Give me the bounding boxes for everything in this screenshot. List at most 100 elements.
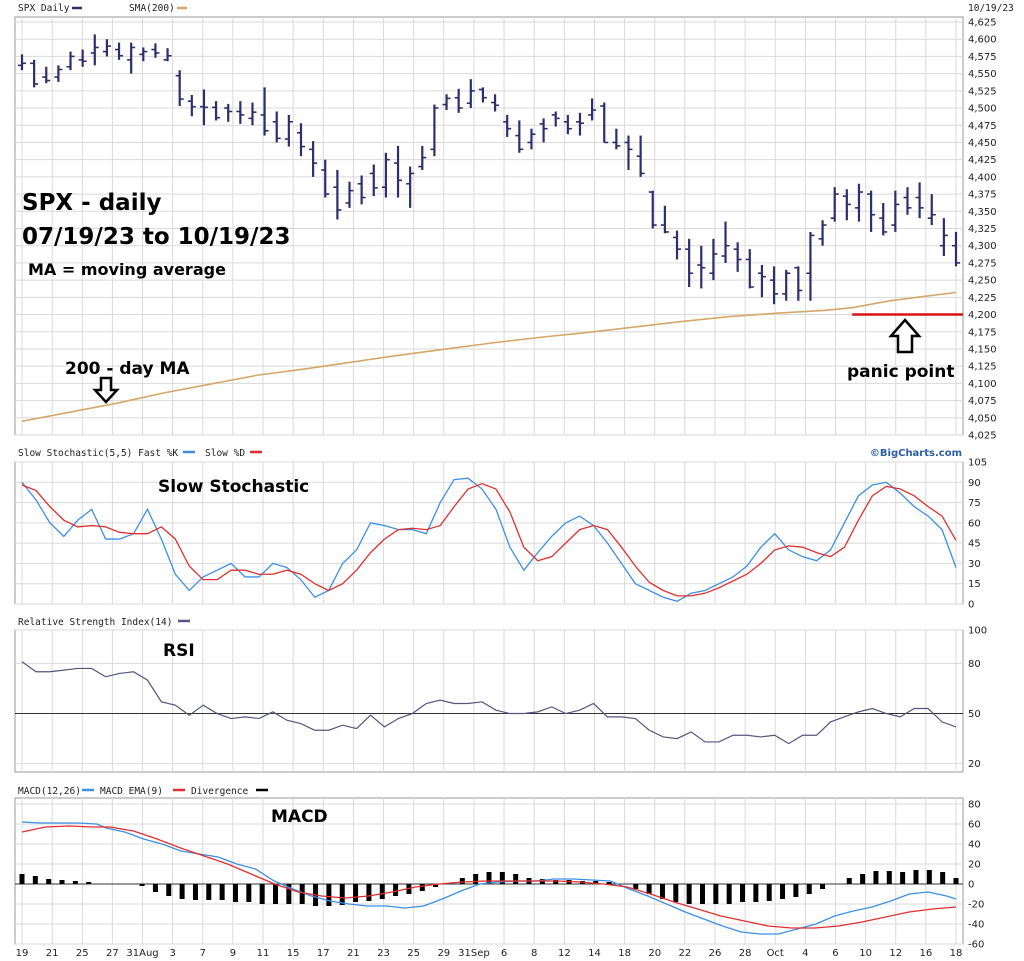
annotation-200ma: 200 - day MA xyxy=(65,359,190,379)
divergence-bar xyxy=(246,884,252,902)
ohlc-bar xyxy=(418,145,427,170)
ohlc-bar xyxy=(272,111,281,143)
macd-y-tick-label: -20 xyxy=(968,900,984,911)
price-y-tick-label: 4,050 xyxy=(968,413,997,424)
divergence-bar xyxy=(886,871,892,884)
divergence-bar xyxy=(646,884,652,894)
x-tick-label: 11 xyxy=(257,948,270,959)
divergence-bar xyxy=(206,884,212,900)
macd-y-tick-label: 40 xyxy=(968,840,981,851)
ohlc-bar xyxy=(175,70,184,106)
divergence-bar xyxy=(499,872,505,884)
price-y-tick-label: 4,600 xyxy=(968,35,997,46)
price-y-tick-label: 4,525 xyxy=(968,86,997,97)
x-tick-label: 7 xyxy=(200,948,206,959)
divergence-bar xyxy=(553,880,559,884)
ohlc-bar xyxy=(127,42,136,74)
ohlc-bar xyxy=(236,101,245,124)
x-tick-label: 4 xyxy=(802,948,808,959)
divergence-bar xyxy=(192,884,198,900)
price-legend-sma: SMA(200) xyxy=(129,3,175,14)
divergence-legend: Divergence xyxy=(191,786,248,797)
price-y-tick-label: 4,425 xyxy=(968,155,997,166)
divergence-bar xyxy=(339,884,345,905)
price-y-tick-label: 4,400 xyxy=(968,172,997,183)
stoch-y-tick-label: 60 xyxy=(968,518,981,529)
annotation-ma-note: MA = moving average xyxy=(28,260,226,279)
divergence-bar xyxy=(393,884,399,896)
divergence-bar xyxy=(900,872,906,884)
price-y-tick-label: 4,100 xyxy=(968,379,997,390)
ohlc-bar xyxy=(575,112,584,136)
divergence-bar xyxy=(726,884,732,904)
x-tick-label: 25 xyxy=(407,948,420,959)
divergence-bar xyxy=(926,870,932,884)
divergence-bar xyxy=(353,884,359,902)
divergence-bar xyxy=(232,884,238,902)
divergence-bar xyxy=(860,874,866,884)
divergence-bar xyxy=(753,884,759,902)
x-tick-label: 6 xyxy=(832,948,838,959)
price-y-tick-label: 4,250 xyxy=(968,276,997,287)
divergence-bar xyxy=(593,881,599,884)
divergence-bar xyxy=(299,884,305,904)
ohlc-bar xyxy=(478,87,487,103)
stoch-y-tick-label: 45 xyxy=(968,539,981,550)
ohlc-bar xyxy=(163,48,172,62)
divergence-bar xyxy=(846,878,852,884)
ohlc-bar xyxy=(539,118,548,143)
ohlc-bar xyxy=(733,242,742,272)
ohlc-bar xyxy=(818,220,827,246)
x-tick-label: 23 xyxy=(377,948,390,959)
ohlc-bar xyxy=(90,34,99,66)
price-y-tick-label: 4,325 xyxy=(968,224,997,235)
divergence-bar xyxy=(473,874,479,884)
price-y-tick-label: 4,275 xyxy=(968,258,997,269)
ohlc-bar xyxy=(357,175,366,205)
ohlc-bar xyxy=(794,266,803,301)
ohlc-bar xyxy=(78,49,87,67)
macd-ema-line xyxy=(21,825,957,929)
ohlc-bar xyxy=(636,135,645,177)
divergence-bar xyxy=(59,880,65,884)
divergence-bar xyxy=(740,884,746,902)
ohlc-bar xyxy=(770,266,779,305)
macd-y-tick-label: -60 xyxy=(968,940,984,951)
ohlc-bar xyxy=(745,249,754,289)
x-tick-label: 16 xyxy=(920,948,933,959)
divergence-bar xyxy=(459,878,465,884)
chart-date: 10/19/23 xyxy=(968,3,1014,14)
stoch-legend-k: Slow Stochastic(5,5) Fast %K xyxy=(18,448,178,459)
annotation-macd: MACD xyxy=(271,807,328,827)
ohlc-bar xyxy=(284,114,293,147)
ohlc-bar xyxy=(588,98,597,121)
x-tick-label: 26 xyxy=(709,948,722,959)
x-tick-label: 22 xyxy=(678,948,691,959)
x-tick-label: 18 xyxy=(618,948,631,959)
ohlc-bar xyxy=(600,102,609,144)
x-tick-label: 31Sep xyxy=(458,948,490,959)
fast-k-line xyxy=(21,477,957,602)
price-y-tick-label: 4,550 xyxy=(968,69,997,80)
ohlc-bar xyxy=(54,65,63,82)
ohlc-bar xyxy=(854,183,863,222)
divergence-bar xyxy=(179,884,185,899)
stoch-y-tick-label: 0 xyxy=(968,600,974,611)
divergence-bar xyxy=(513,874,519,884)
divergence-bar xyxy=(659,884,665,899)
divergence-bar xyxy=(366,884,372,901)
down-arrow-icon xyxy=(92,376,120,404)
price-y-tick-label: 4,625 xyxy=(968,18,997,29)
rsi-line xyxy=(21,661,957,745)
price-y-tick-label: 4,375 xyxy=(968,190,997,201)
x-tick-label: 17 xyxy=(317,948,330,959)
price-y-tick-label: 4,025 xyxy=(968,431,997,442)
price-y-tick-label: 4,450 xyxy=(968,138,997,149)
ohlc-bar xyxy=(685,238,694,288)
x-tick-label: 29 xyxy=(437,948,450,959)
x-tick-label: 27 xyxy=(106,948,119,959)
slow-d-line xyxy=(21,482,957,597)
divergence-bar xyxy=(766,884,772,901)
